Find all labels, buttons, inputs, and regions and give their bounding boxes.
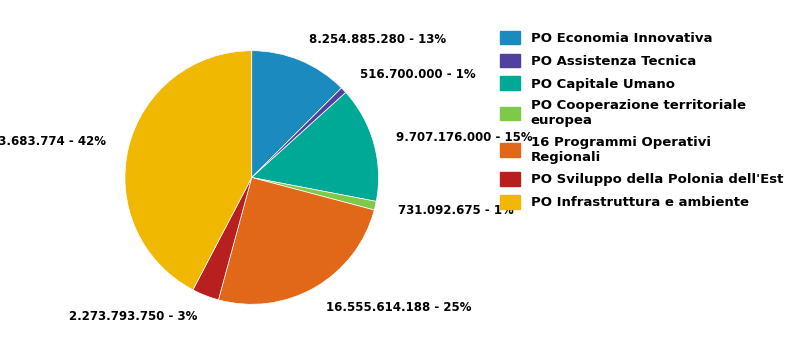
Text: 27.913.683.774 - 42%: 27.913.683.774 - 42% bbox=[0, 135, 106, 148]
Wedge shape bbox=[251, 88, 345, 178]
Wedge shape bbox=[251, 51, 341, 178]
Wedge shape bbox=[251, 178, 375, 210]
Wedge shape bbox=[251, 92, 378, 201]
Text: 8.254.885.280 - 13%: 8.254.885.280 - 13% bbox=[309, 33, 445, 46]
Text: 516.700.000 - 1%: 516.700.000 - 1% bbox=[360, 68, 475, 81]
Text: 16.555.614.188 - 25%: 16.555.614.188 - 25% bbox=[326, 301, 471, 313]
Legend: PO Economia Innovativa, PO Assistenza Tecnica, PO Capitale Umano, PO Cooperazion: PO Economia Innovativa, PO Assistenza Te… bbox=[500, 31, 782, 209]
Wedge shape bbox=[125, 51, 251, 290]
Wedge shape bbox=[193, 178, 251, 300]
Text: 731.092.675 - 1%: 731.092.675 - 1% bbox=[397, 204, 513, 217]
Wedge shape bbox=[218, 178, 374, 304]
Text: 2.273.793.750 - 3%: 2.273.793.750 - 3% bbox=[69, 310, 197, 323]
Text: 9.707.176.000 - 15%: 9.707.176.000 - 15% bbox=[395, 131, 532, 144]
